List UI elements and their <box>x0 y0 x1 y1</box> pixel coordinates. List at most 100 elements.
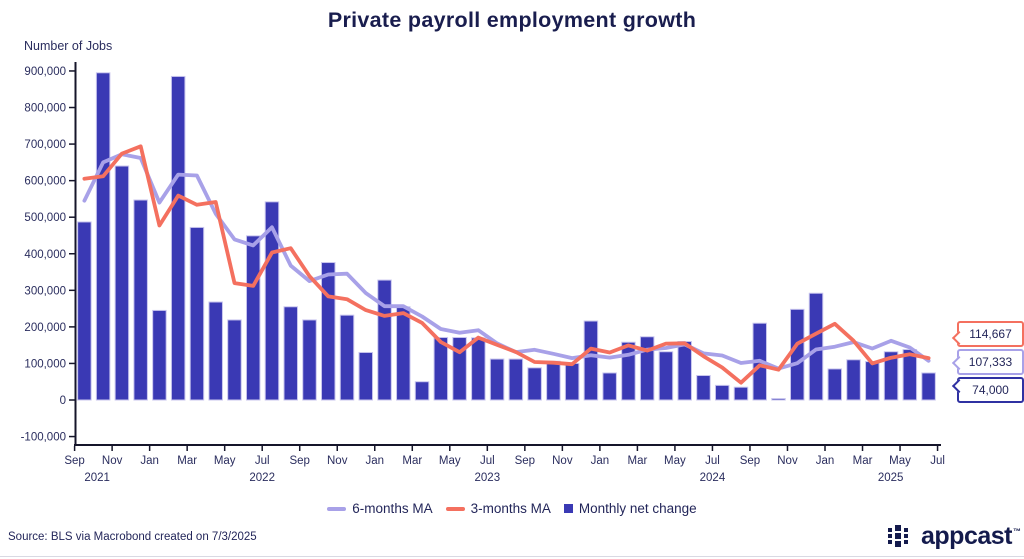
bar-monthly-net-change <box>227 319 242 401</box>
bar-monthly-net-change <box>827 368 843 401</box>
bar-monthly-net-change <box>696 375 711 401</box>
callout-monthly-net-change: 74,000 <box>951 377 1024 403</box>
x-tick-label: Jan <box>591 455 610 467</box>
bar-monthly-net-change <box>358 351 374 401</box>
bar-monthly-net-change <box>527 367 542 401</box>
legend-label: Monthly net change <box>578 501 697 516</box>
bar-monthly-net-change <box>714 384 730 401</box>
bar-monthly-net-change <box>321 262 336 401</box>
x-tick-label: Nov <box>552 455 573 467</box>
y-tick-label: 200,000 <box>24 322 66 334</box>
appcast-logo: appcast™ <box>888 521 1021 550</box>
bar-monthly-net-change <box>489 358 505 401</box>
line-3-months-ma <box>82 144 931 385</box>
monthly-net-change-swatch <box>563 504 573 513</box>
x-tick-label: Sep <box>64 455 84 467</box>
y-tick-label: 900,000 <box>24 66 66 78</box>
x-tick-label: Sep <box>515 455 535 467</box>
chart-legend: 6-months MA 3-months MA Monthly net chan… <box>0 501 1024 516</box>
year-label: 2024 <box>700 472 726 484</box>
x-tick-label: Jan <box>365 455 384 467</box>
bar-monthly-net-change <box>208 301 223 401</box>
bar-monthly-net-change <box>546 360 561 401</box>
x-tick-label: Mar <box>627 455 647 467</box>
y-tick-label: 0 <box>60 395 66 407</box>
bar-monthly-net-change <box>790 308 805 401</box>
bar-monthly-net-change <box>583 320 599 401</box>
appcast-logo-mark <box>888 525 908 547</box>
bar-monthly-net-change <box>846 359 861 401</box>
y-tick-label: 100,000 <box>24 358 66 370</box>
bar-monthly-net-change <box>114 165 130 401</box>
x-tick-label: Mar <box>177 455 197 467</box>
legend-label: 3-months MA <box>470 501 551 516</box>
x-tick-label: Jul <box>480 455 495 467</box>
year-label: 2022 <box>249 472 275 484</box>
bar-monthly-net-change <box>396 306 411 401</box>
bar-monthly-net-change <box>245 235 261 401</box>
trademark-symbol: ™ <box>1012 527 1021 537</box>
legend-item-6-months-ma: 6-months MA <box>327 501 433 516</box>
y-tick-label: 500,000 <box>24 212 66 224</box>
callout-value: 74,000 <box>972 383 1009 397</box>
x-tick-label: Nov <box>102 455 123 467</box>
bar-monthly-net-change <box>133 199 148 401</box>
x-tick-label: Sep <box>289 455 309 467</box>
x-tick-label: Jul <box>930 455 945 467</box>
bar-monthly-net-change <box>339 314 355 401</box>
legend-item-monthly-net-change: Monthly net change <box>563 501 697 516</box>
year-label: 2025 <box>878 472 904 484</box>
x-tick-label: Sep <box>740 455 760 467</box>
bar-monthly-net-change <box>302 319 317 401</box>
bar-monthly-net-change <box>508 358 524 401</box>
y-tick-label: 600,000 <box>24 176 66 188</box>
y-tick-label: 800,000 <box>24 103 66 115</box>
bar-monthly-net-change <box>733 386 749 401</box>
bar-monthly-net-change <box>471 337 486 401</box>
chart-title: Private payroll employment growth <box>327 8 697 32</box>
3-months-ma-line-swatch <box>445 506 465 511</box>
bar-monthly-net-change <box>170 75 186 401</box>
bar-monthly-net-change <box>189 226 205 401</box>
x-tick-label: May <box>889 455 911 467</box>
bar-monthly-net-change <box>283 306 298 401</box>
x-tick-label: Jan <box>140 455 159 467</box>
x-tick-label: May <box>664 455 686 467</box>
footer-divider <box>0 556 1024 557</box>
x-tick-label: Jul <box>705 455 720 467</box>
bar-monthly-net-change <box>921 372 936 401</box>
x-tick-label: Jan <box>816 455 835 467</box>
bar-monthly-net-change <box>77 221 92 401</box>
bar-monthly-net-change <box>152 309 167 401</box>
x-tick-label: Nov <box>777 455 798 467</box>
callout-6-months-ma: 107,333 <box>951 349 1024 375</box>
bar-monthly-net-change <box>771 398 786 401</box>
year-label: 2023 <box>475 472 501 484</box>
year-label: 2021 <box>84 472 110 484</box>
x-tick-label: Mar <box>402 455 422 467</box>
x-tick-label: May <box>214 455 236 467</box>
bar-monthly-net-change <box>377 279 392 401</box>
x-tick-label: Mar <box>853 455 873 467</box>
bar-monthly-net-change <box>658 351 674 401</box>
legend-label: 6-months MA <box>352 501 433 516</box>
bar-monthly-net-change <box>677 341 692 401</box>
callout-value: 107,333 <box>968 355 1013 369</box>
x-tick-label: Nov <box>327 455 348 467</box>
bar-monthly-net-change <box>414 381 430 401</box>
x-tick-label: Jul <box>255 455 270 467</box>
bar-monthly-net-change <box>564 362 580 401</box>
bar-monthly-net-change <box>433 336 449 401</box>
source-attribution: Source: BLS via Macrobond created on 7/3… <box>8 531 257 543</box>
bar-monthly-net-change <box>639 336 655 401</box>
y-axis-title: Number of Jobs <box>24 39 113 53</box>
y-tick-label: -100,000 <box>21 432 66 444</box>
bar-monthly-net-change <box>95 72 111 401</box>
legend-item-3-months-ma: 3-months MA <box>445 501 551 516</box>
x-tick-label: May <box>439 455 461 467</box>
callout-3-months-ma: 114,667 <box>951 321 1024 347</box>
appcast-logo-text: appcast™ <box>921 521 1021 550</box>
bar-monthly-net-change <box>602 372 617 401</box>
callout-value: 114,667 <box>969 327 1012 341</box>
